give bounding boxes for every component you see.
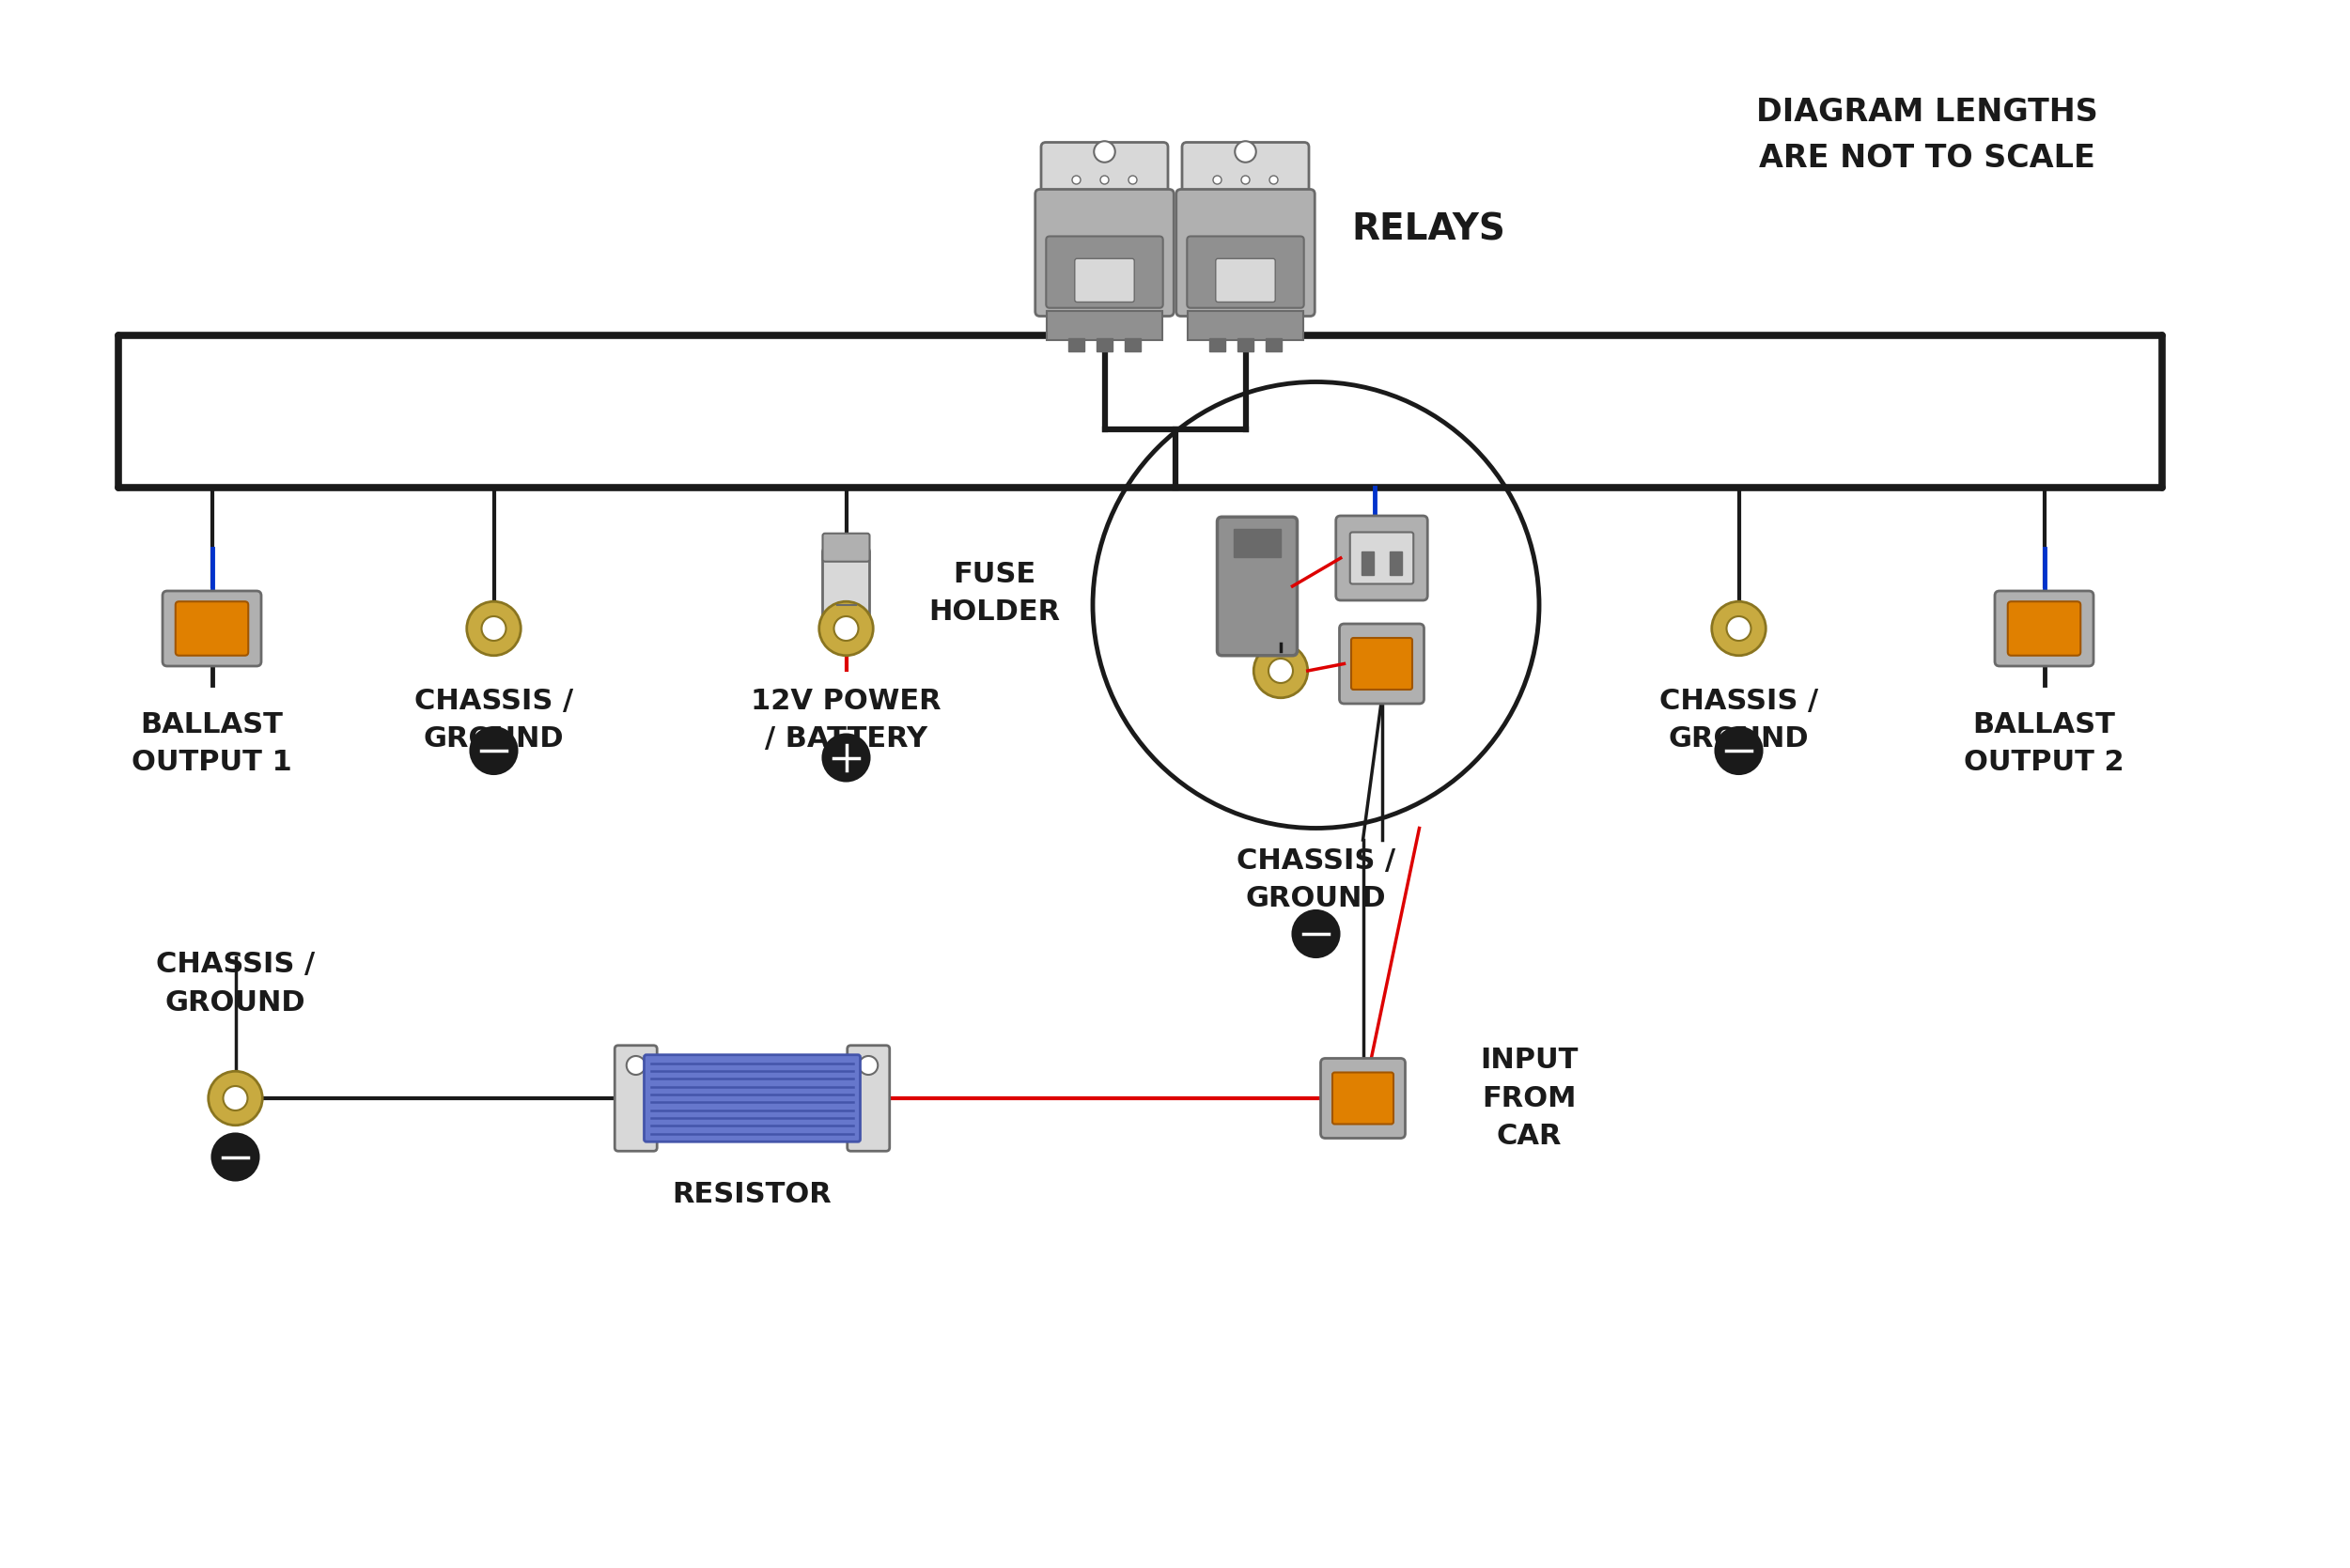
Text: CHASSIS /
GROUND: CHASSIS / GROUND bbox=[1659, 687, 1819, 753]
Circle shape bbox=[482, 616, 505, 641]
FancyBboxPatch shape bbox=[822, 533, 870, 561]
Circle shape bbox=[1716, 728, 1762, 775]
Text: RELAYS: RELAYS bbox=[1351, 212, 1504, 248]
Bar bbox=[1187, 312, 1304, 340]
FancyBboxPatch shape bbox=[1041, 143, 1168, 205]
Text: 12V POWER
/ BATTERY: 12V POWER / BATTERY bbox=[752, 687, 942, 753]
Circle shape bbox=[468, 602, 522, 655]
Text: BALLAST
OUTPUT 2: BALLAST OUTPUT 2 bbox=[1965, 710, 2124, 776]
Bar bbox=[1208, 339, 1224, 351]
Circle shape bbox=[1269, 176, 1278, 183]
FancyBboxPatch shape bbox=[1175, 190, 1314, 317]
Circle shape bbox=[1253, 644, 1307, 698]
FancyBboxPatch shape bbox=[1182, 143, 1309, 205]
Bar bbox=[1236, 339, 1253, 351]
Circle shape bbox=[627, 1055, 646, 1074]
FancyBboxPatch shape bbox=[1187, 237, 1304, 307]
FancyBboxPatch shape bbox=[1332, 1073, 1394, 1124]
Circle shape bbox=[1727, 616, 1751, 641]
FancyBboxPatch shape bbox=[1217, 517, 1297, 655]
FancyBboxPatch shape bbox=[1349, 532, 1412, 583]
FancyBboxPatch shape bbox=[1074, 259, 1135, 303]
Text: BALLAST
OUTPUT 1: BALLAST OUTPUT 1 bbox=[132, 710, 291, 776]
Circle shape bbox=[212, 1134, 258, 1181]
Text: DIAGRAM LENGTHS
ARE NOT TO SCALE: DIAGRAM LENGTHS ARE NOT TO SCALE bbox=[1755, 97, 2099, 174]
FancyBboxPatch shape bbox=[1995, 591, 2094, 666]
FancyBboxPatch shape bbox=[644, 1055, 860, 1142]
FancyBboxPatch shape bbox=[1321, 1058, 1405, 1138]
Circle shape bbox=[860, 1055, 879, 1074]
FancyBboxPatch shape bbox=[1340, 624, 1424, 704]
FancyBboxPatch shape bbox=[1215, 259, 1276, 303]
Text: FUSE
HOLDER: FUSE HOLDER bbox=[928, 561, 1060, 626]
FancyBboxPatch shape bbox=[176, 602, 249, 655]
FancyBboxPatch shape bbox=[1036, 190, 1175, 317]
Circle shape bbox=[1213, 176, 1222, 183]
Circle shape bbox=[834, 616, 858, 641]
Circle shape bbox=[1095, 141, 1116, 163]
Circle shape bbox=[470, 728, 517, 775]
Bar bbox=[1264, 339, 1281, 351]
Circle shape bbox=[1072, 176, 1081, 183]
Circle shape bbox=[1711, 602, 1765, 655]
Bar bbox=[1126, 339, 1142, 351]
Text: CHASSIS /
GROUND: CHASSIS / GROUND bbox=[1236, 847, 1396, 913]
FancyBboxPatch shape bbox=[822, 547, 870, 640]
FancyBboxPatch shape bbox=[162, 591, 261, 666]
Bar bbox=[1069, 339, 1086, 351]
Bar bbox=[1389, 550, 1401, 574]
FancyBboxPatch shape bbox=[848, 1046, 891, 1151]
Circle shape bbox=[1234, 141, 1255, 163]
FancyBboxPatch shape bbox=[2007, 602, 2080, 655]
Text: CHASSIS /
GROUND: CHASSIS / GROUND bbox=[155, 950, 315, 1016]
Bar bbox=[1097, 339, 1114, 351]
Circle shape bbox=[1241, 176, 1250, 183]
Circle shape bbox=[209, 1071, 263, 1126]
Bar bbox=[1046, 312, 1163, 340]
FancyBboxPatch shape bbox=[1335, 516, 1426, 601]
Circle shape bbox=[1128, 176, 1137, 183]
Circle shape bbox=[820, 602, 874, 655]
FancyBboxPatch shape bbox=[1351, 638, 1412, 690]
FancyBboxPatch shape bbox=[1046, 237, 1163, 307]
Bar bbox=[1234, 528, 1281, 557]
Text: CHASSIS /
GROUND: CHASSIS / GROUND bbox=[414, 687, 573, 753]
FancyBboxPatch shape bbox=[616, 1046, 658, 1151]
Circle shape bbox=[1293, 911, 1340, 958]
Circle shape bbox=[1269, 659, 1293, 684]
Text: INPUT
FROM
CAR: INPUT FROM CAR bbox=[1480, 1046, 1579, 1149]
Bar bbox=[1361, 550, 1372, 574]
Text: RESISTOR: RESISTOR bbox=[672, 1181, 832, 1207]
Circle shape bbox=[822, 734, 870, 781]
Circle shape bbox=[223, 1087, 247, 1110]
Circle shape bbox=[1100, 176, 1109, 183]
